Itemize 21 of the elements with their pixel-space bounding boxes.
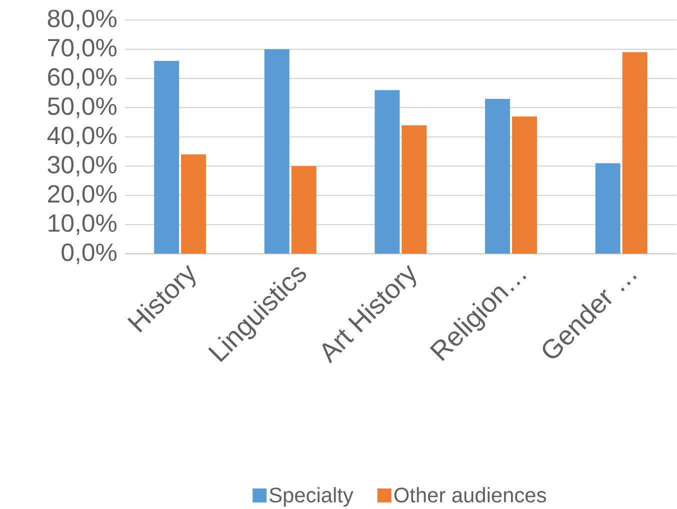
y-tick-label: 60,0% — [48, 68, 117, 89]
bar — [291, 166, 316, 254]
y-tick-label: 10,0% — [48, 214, 117, 236]
bar — [622, 52, 648, 254]
bar — [595, 163, 620, 254]
y-tick-label: 40,0% — [47, 126, 117, 148]
y-tick-label: 30,0% — [48, 156, 117, 177]
bar — [154, 61, 180, 254]
y-tick-label: 50,0% — [48, 98, 117, 118]
bar — [402, 125, 427, 254]
legend-label: Specialty — [270, 487, 354, 507]
bar — [264, 49, 290, 254]
bar — [485, 99, 510, 254]
bar — [374, 90, 400, 254]
y-tick-label: 0,0% — [62, 244, 117, 264]
y-tick-label: 70,0% — [48, 39, 117, 60]
bar — [512, 116, 537, 254]
legend-label: Other audiences — [394, 487, 546, 503]
bar — [181, 154, 206, 254]
y-tick-label: 80,0% — [48, 10, 117, 30]
y-tick-label: 20,0% — [48, 185, 117, 206]
